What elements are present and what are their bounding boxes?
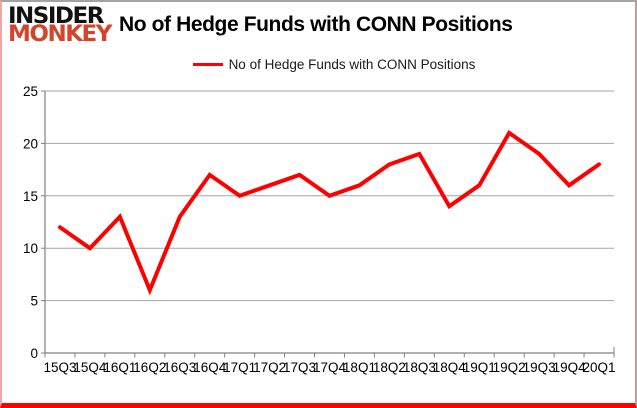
x-axis-label: 15Q3 xyxy=(43,360,76,375)
x-axis-label: 19Q2 xyxy=(493,360,526,375)
legend-line-marker xyxy=(192,63,223,66)
x-axis-label: 18Q1 xyxy=(343,360,376,375)
x-axis-label: 16Q2 xyxy=(133,360,166,375)
line-chart: 051015202515Q315Q416Q116Q216Q316Q417Q117… xyxy=(23,84,616,375)
x-axis-label: 19Q4 xyxy=(553,360,587,375)
logo-monkey-text: MONKEY xyxy=(8,22,112,47)
y-axis-label: 0 xyxy=(30,346,38,361)
x-axis-label: 18Q2 xyxy=(373,360,406,375)
y-axis-label: 20 xyxy=(23,136,38,151)
y-axis-label: 10 xyxy=(23,241,38,256)
x-axis-label: 17Q2 xyxy=(253,360,286,375)
x-axis-label: 18Q4 xyxy=(433,360,467,375)
logo-insider-text: INSIDER xyxy=(8,4,104,29)
chart-title: No of Hedge Funds with CONN Positions xyxy=(119,13,513,36)
insider-monkey-logo: INSIDER MONKEY xyxy=(8,4,120,47)
x-axis-label: 15Q4 xyxy=(73,360,107,375)
legend-label: No of Hedge Funds with CONN Positions xyxy=(228,57,476,72)
x-axis-label: 16Q1 xyxy=(103,360,136,375)
x-axis-label: 16Q3 xyxy=(163,360,196,375)
y-axis-label: 25 xyxy=(23,84,38,99)
x-axis-label: 20Q1 xyxy=(583,360,616,375)
series-line xyxy=(57,130,602,296)
x-axis-label: 17Q1 xyxy=(223,360,256,375)
y-axis-label: 15 xyxy=(23,189,38,204)
y-axis-label: 5 xyxy=(30,294,38,309)
x-axis-label: 19Q3 xyxy=(523,360,556,375)
x-axis-label: 17Q3 xyxy=(283,360,316,375)
x-axis-label: 19Q1 xyxy=(463,360,496,375)
chart-legend: No of Hedge Funds with CONN Positions xyxy=(45,57,623,72)
x-axis-label: 16Q4 xyxy=(193,360,227,375)
x-axis-label: 18Q3 xyxy=(403,360,436,375)
x-axis-label: 17Q4 xyxy=(313,360,347,375)
